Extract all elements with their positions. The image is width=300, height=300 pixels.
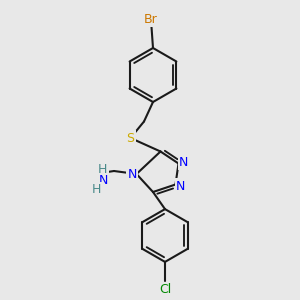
Text: Br: Br: [144, 13, 158, 26]
Text: Cl: Cl: [159, 283, 171, 296]
Text: H: H: [98, 163, 107, 176]
Text: N: N: [99, 174, 108, 187]
Text: N: N: [179, 155, 189, 169]
Text: N: N: [176, 179, 186, 193]
Text: N: N: [127, 167, 137, 181]
Text: H: H: [92, 183, 101, 196]
Text: S: S: [127, 131, 134, 145]
